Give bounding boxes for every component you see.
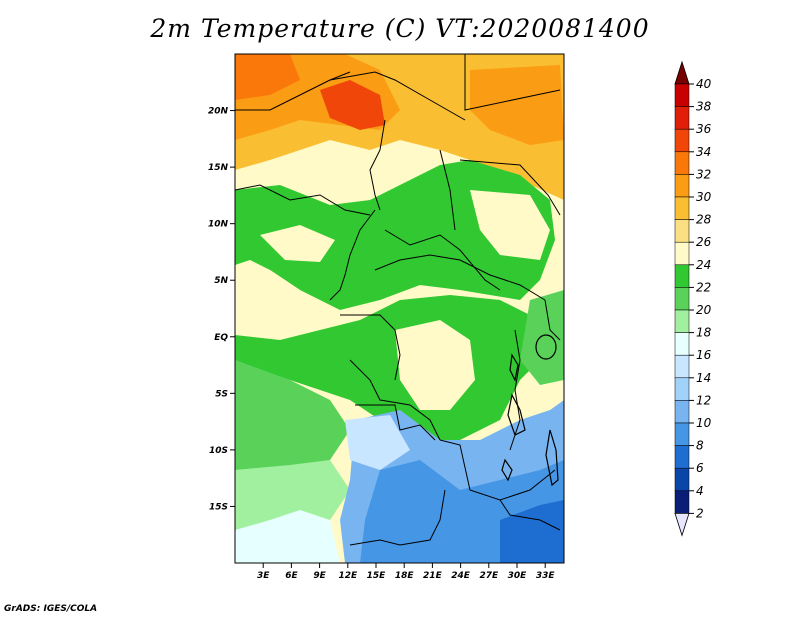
- colorbar-level-label: 40: [696, 77, 712, 91]
- colorbar-swatch: [674, 377, 690, 401]
- colorbar-swatch: [674, 174, 690, 198]
- colorbar-swatch: [674, 83, 690, 107]
- colorbar-level-label: 32: [696, 167, 711, 181]
- colorbar-level-label: 12: [696, 393, 711, 407]
- x-tick-label: 12E: [338, 571, 358, 581]
- temperature-region-yellow-west: [235, 270, 320, 340]
- x-tick-label: 27E: [479, 571, 499, 581]
- colorbar-swatch: [674, 196, 690, 220]
- colorbar-level-label: 28: [696, 213, 712, 227]
- temperature-region-very-hot: [320, 80, 385, 130]
- colorbar-level-label: 4: [696, 484, 704, 498]
- x-tick-label: 6E: [285, 571, 298, 581]
- grads-credit: GrADS: IGES/COLA: [4, 604, 98, 614]
- y-tick-label: EQ: [214, 333, 228, 343]
- colorbar-swatch: [674, 309, 690, 333]
- x-tick-label: 3E: [257, 571, 270, 581]
- colorbar-swatch: [674, 490, 690, 514]
- colorbar-swatch: [674, 354, 690, 379]
- colorbar-swatch: [674, 287, 690, 311]
- y-tick-label: 20N: [208, 107, 229, 117]
- y-tick-label: 5S: [215, 389, 228, 399]
- colorbar-level-label: 16: [696, 348, 712, 362]
- colorbar-level-label: 2: [696, 506, 704, 520]
- temperature-region-coastal-cold: [235, 510, 340, 563]
- temperature-region-hot-corner: [235, 54, 300, 100]
- temperature-region-light-blue-band: [345, 415, 410, 470]
- colorbar-swatch: [674, 264, 690, 288]
- colorbar-swatch: [674, 400, 690, 424]
- colorbar-swatch: [674, 467, 690, 492]
- colorbar-swatch: [674, 445, 690, 469]
- colorbar-level-label: 14: [696, 371, 711, 385]
- temperature-region-green-east: [520, 290, 564, 385]
- x-tick-label: 30E: [508, 571, 528, 581]
- colorbar-level-label: 18: [696, 326, 712, 340]
- x-tick-label: 15E: [367, 571, 387, 581]
- colorbar-swatch: [674, 422, 690, 446]
- colorbar: 40 38 36 34 32 30 28 26 24 22 20 18 16 14 12 10 8 6 4 2: [674, 60, 712, 537]
- x-tick-label: 18E: [395, 571, 415, 581]
- y-tick-label: 15N: [208, 163, 229, 173]
- x-tick-label: 24E: [451, 571, 471, 581]
- map-area: [235, 54, 564, 563]
- temperature-region-yellow-gulf: [260, 225, 335, 262]
- colorbar-level-label: 36: [696, 122, 712, 136]
- country-borders: [235, 54, 561, 546]
- x-tick-label: 33E: [536, 571, 556, 581]
- temperature-region-yellow-basin: [395, 320, 475, 410]
- colorbar-level-label: 10: [696, 416, 712, 430]
- colorbar-over-arrow: [674, 60, 690, 85]
- colorbar-level-label: 24: [696, 258, 711, 272]
- y-tick-label: 10N: [208, 220, 229, 230]
- colorbar-level-label: 30: [696, 190, 712, 204]
- colorbar-level-label: 6: [696, 461, 704, 475]
- colorbar-swatch: [674, 219, 690, 243]
- y-tick-label: 10S: [209, 446, 228, 456]
- x-tick-label: 21E: [423, 571, 443, 581]
- x-tick-label: 9E: [313, 571, 326, 581]
- colorbar-level-label: 34: [696, 145, 711, 159]
- colorbar-level-label: 26: [696, 235, 712, 249]
- temperature-region-yellow-chad: [470, 190, 550, 260]
- colorbar-swatch: [674, 106, 690, 130]
- colorbar-swatch: [674, 332, 690, 356]
- colorbar-level-label: 38: [696, 100, 712, 114]
- y-tick-label: 5N: [214, 276, 228, 286]
- chart-title: 2m Temperature (C) VT:2020081400: [150, 14, 650, 43]
- colorbar-level-label: 22: [696, 280, 711, 294]
- map-frame: [234, 53, 565, 564]
- temperature-region-green-congo: [235, 295, 550, 440]
- colorbar-swatch: [674, 241, 690, 266]
- colorbar-level-label: 8: [696, 439, 704, 453]
- temperature-region-hot-northeast: [470, 65, 564, 145]
- y-tick-label: 15S: [209, 502, 228, 512]
- colorbar-swatch: [674, 128, 690, 153]
- axis-ticks: 3E 6E 9E 12E 15E 18E 21E 24E 27E 30E 33E 20N 15N 10N 5…: [208, 107, 555, 581]
- colorbar-level-label: 20: [696, 303, 712, 317]
- temperature-region-mid-green: [235, 360, 350, 485]
- colorbar-under-arrow: [674, 513, 690, 537]
- colorbar-swatch: [674, 151, 690, 175]
- lakes: [501, 334, 559, 487]
